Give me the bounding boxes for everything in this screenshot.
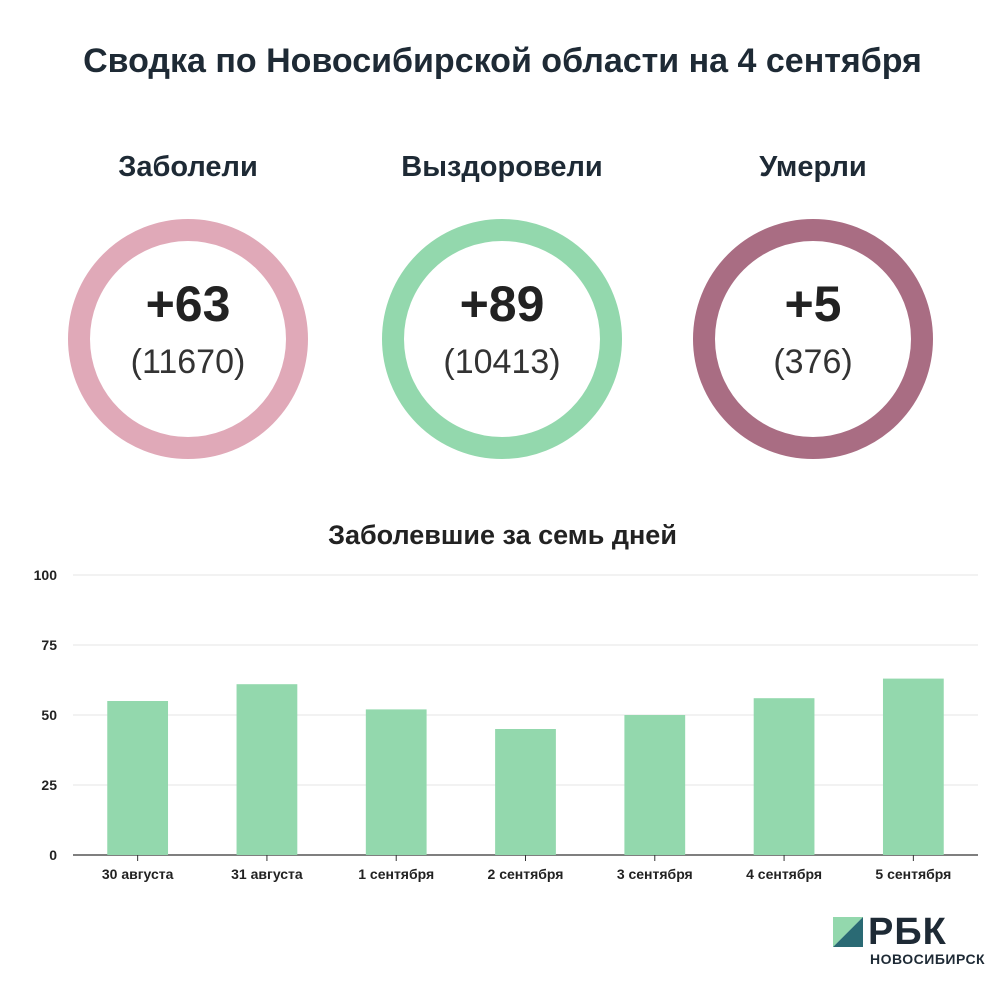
stat-infected-delta: +63 — [145, 276, 231, 332]
stat-died-label: Умерли — [759, 151, 867, 183]
stat-infected-label: Заболели — [118, 151, 258, 183]
chart-title: Заболевшие за семь дней — [328, 520, 677, 550]
y-tick-label: 0 — [49, 847, 57, 863]
bar — [753, 698, 815, 855]
stat-recovered: Выздоровели +89 (10413) — [352, 145, 652, 459]
bar — [624, 715, 686, 855]
bar-chart: 0 25 50 75 100 30 августа 31 августа 1 сентября… — [34, 567, 978, 882]
stat-died-total: (376) — [773, 343, 853, 381]
bar — [107, 701, 169, 855]
stat-recovered-ring: +89 (10413) — [382, 219, 622, 459]
stat-died: Умерли +5 (376) — [663, 145, 963, 459]
bar — [882, 678, 944, 855]
stat-infected-ring: +63 (11670) — [68, 219, 308, 459]
rbk-logo-mark-icon — [833, 917, 863, 947]
rbk-logo-city: НОВОСИБИРСК — [870, 951, 986, 967]
x-tick-label: 30 августа — [102, 866, 174, 882]
x-tick-label: 31 августа — [231, 866, 303, 882]
x-tick-label: 2 сентября — [488, 866, 564, 882]
stat-infected-total: (11670) — [130, 343, 246, 381]
stat-recovered-total: (10413) — [443, 343, 561, 381]
page-title: Сводка по Новосибирской области на 4 сен… — [83, 42, 922, 80]
y-tick-label: 50 — [41, 707, 57, 723]
y-tick-label: 75 — [41, 637, 57, 653]
x-tick-label: 4 сентября — [746, 866, 822, 882]
stat-recovered-delta: +89 — [459, 276, 545, 332]
stat-recovered-label: Выздоровели — [401, 151, 603, 183]
x-tick-label: 5 сентября — [875, 866, 951, 882]
x-tick-label: 3 сентября — [617, 866, 693, 882]
bar — [236, 684, 298, 855]
rbk-logo: РБК НОВОСИБИРСК — [833, 911, 993, 970]
bar — [365, 709, 427, 855]
y-tick-label: 25 — [41, 777, 57, 793]
rbk-logo-name: РБК — [868, 911, 947, 953]
y-tick-label: 100 — [34, 567, 58, 583]
bar — [495, 729, 556, 855]
stat-infected: Заболели +63 (11670) — [38, 145, 338, 459]
stat-died-ring: +5 (376) — [693, 219, 933, 459]
stat-died-delta: +5 — [784, 276, 842, 332]
x-tick-label: 1 сентября — [358, 866, 434, 882]
